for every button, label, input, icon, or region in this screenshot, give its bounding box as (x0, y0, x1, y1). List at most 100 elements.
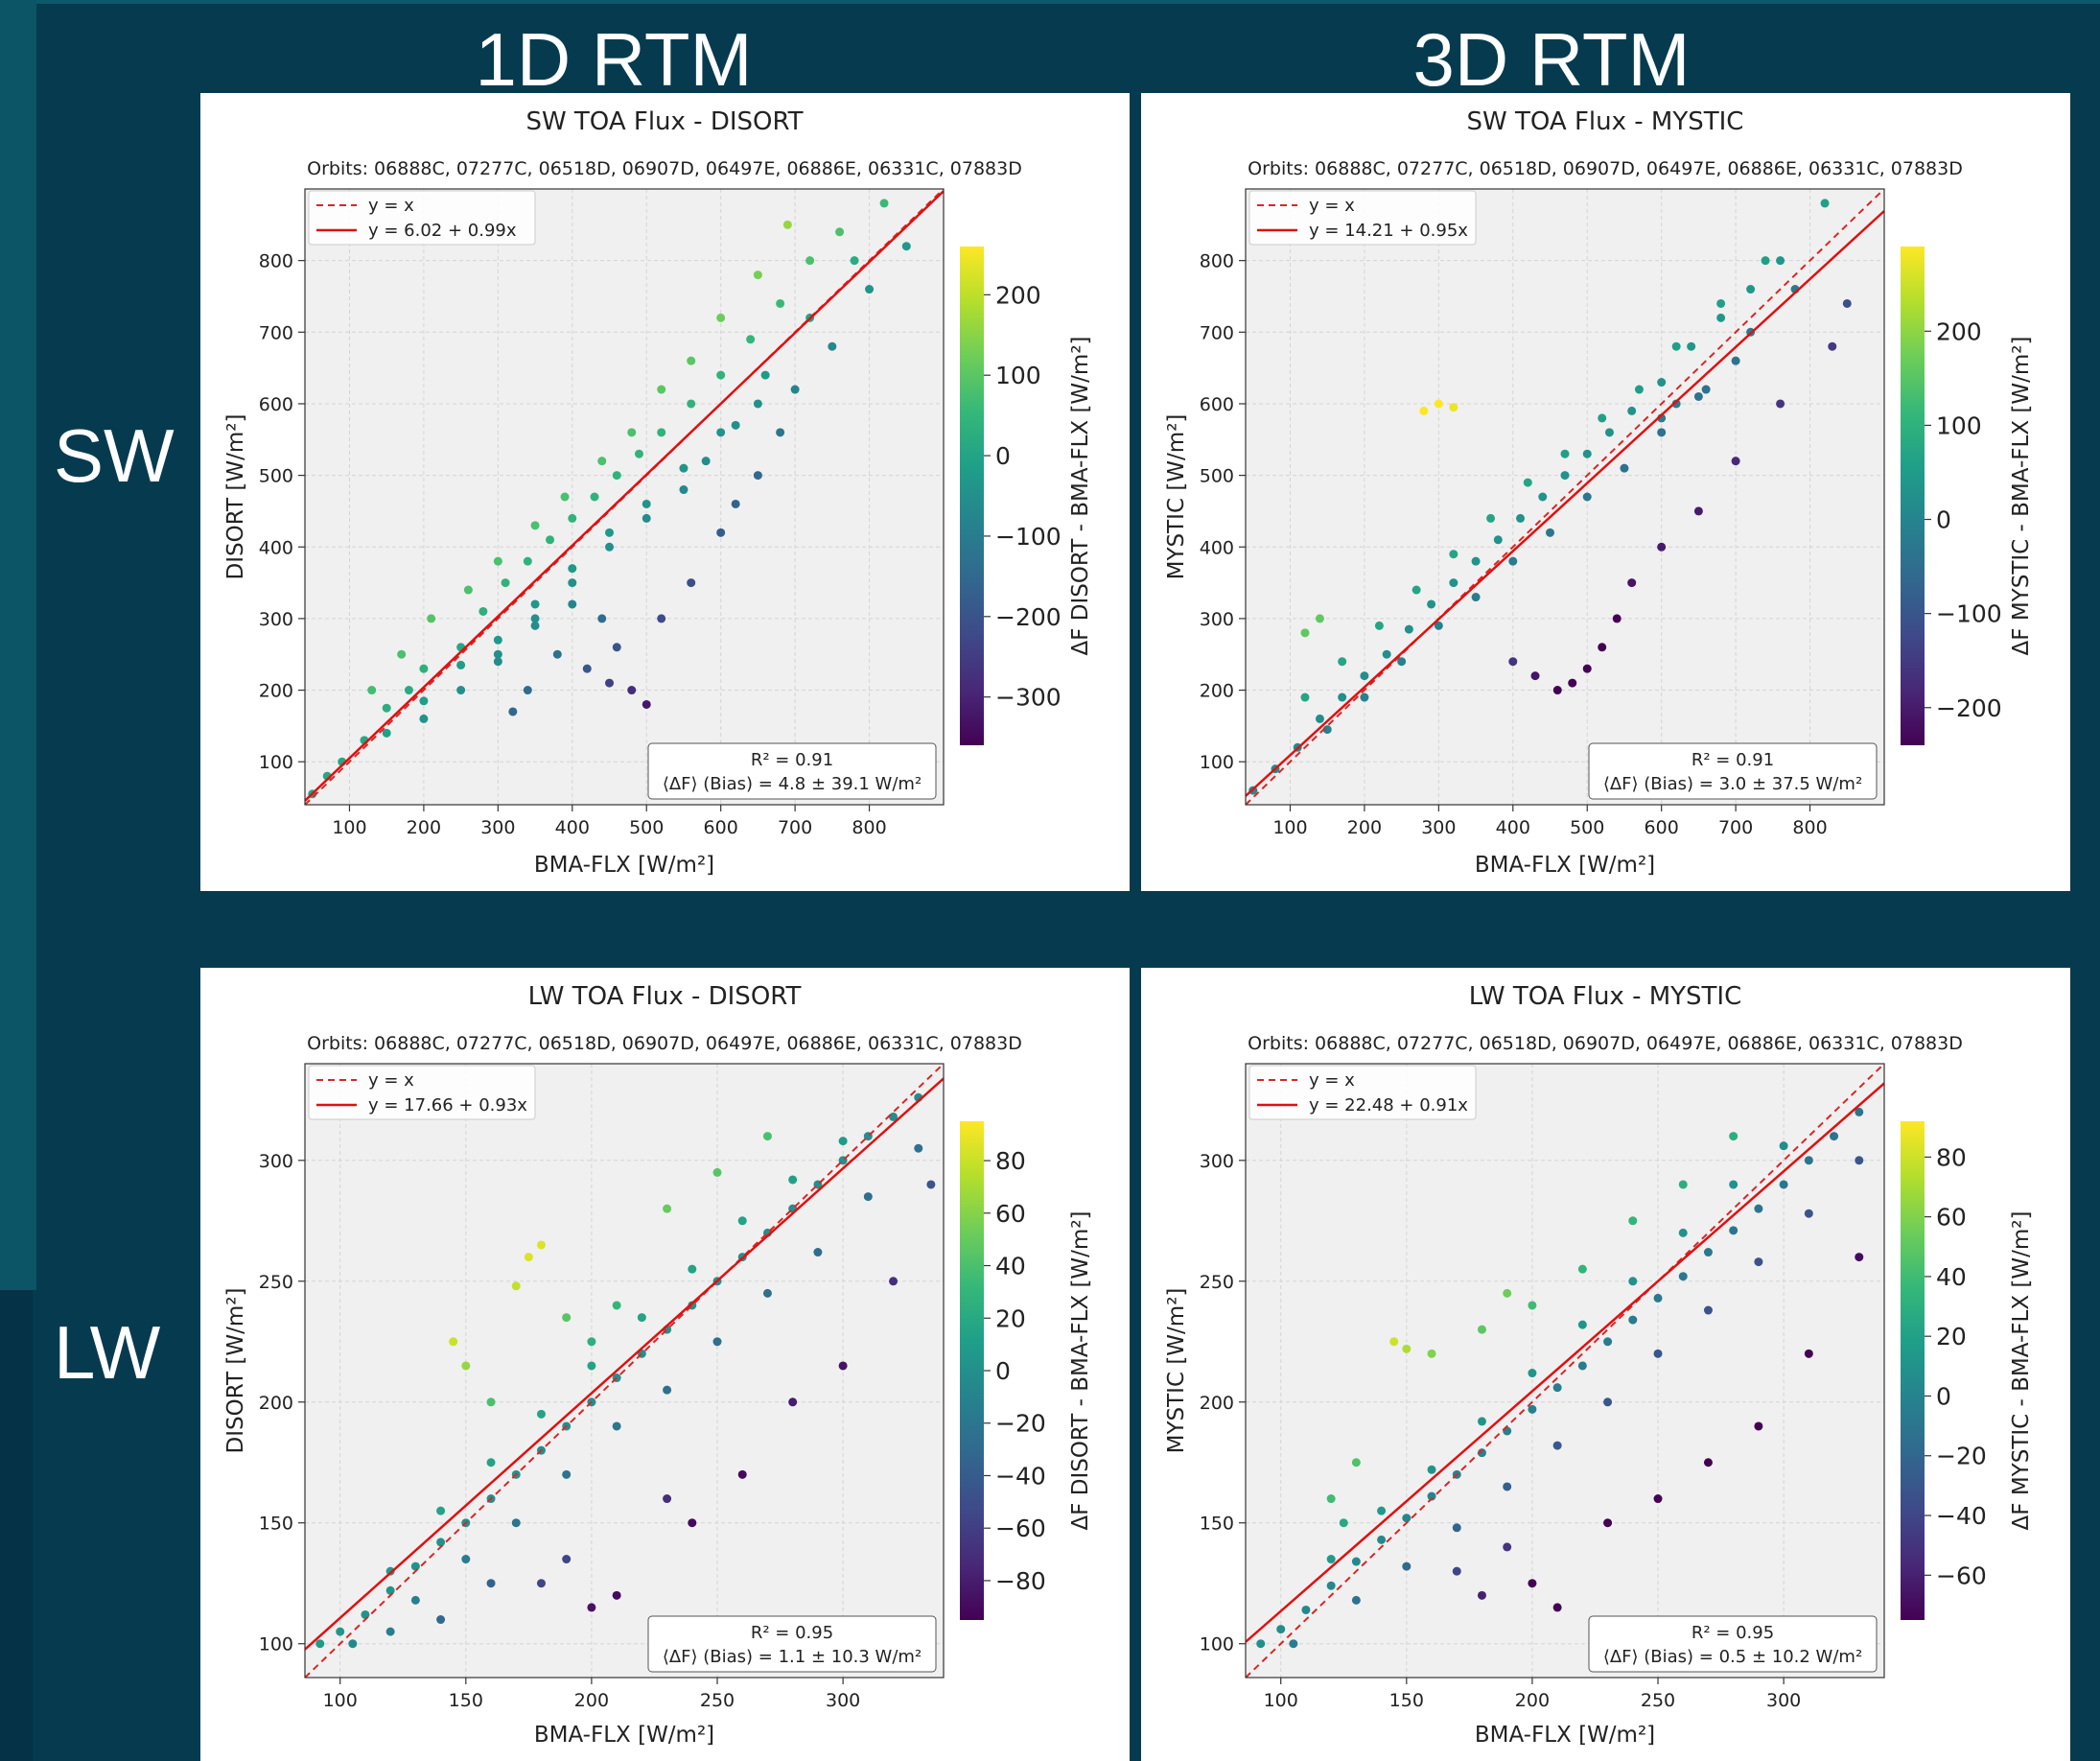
data-point (1477, 1590, 1486, 1600)
x-tick-label: 800 (1792, 817, 1827, 838)
data-point (1477, 1448, 1486, 1458)
data-point (486, 1397, 496, 1407)
data-point (486, 1579, 496, 1588)
data-point (1598, 643, 1607, 652)
colorbar-tick-label: 40 (1936, 1263, 1967, 1291)
data-point (1471, 556, 1481, 566)
data-point (1546, 528, 1555, 537)
data-point (1628, 1216, 1638, 1226)
scatter-points (1248, 199, 1852, 795)
data-point (760, 370, 770, 380)
data-point (436, 1506, 446, 1515)
data-point (1678, 1228, 1688, 1237)
data-point (612, 1301, 621, 1310)
data-point (1315, 714, 1324, 723)
chart-title: SW TOA Flux - MYSTIC (1467, 107, 1744, 136)
x-tick-label: 300 (480, 817, 515, 838)
data-point (427, 614, 436, 623)
x-tick-label: 600 (704, 817, 738, 838)
data-point (385, 1627, 395, 1636)
y-tick-label: 800 (1200, 251, 1234, 272)
colorbar-tick-label: 0 (995, 442, 1011, 470)
data-point (657, 614, 666, 623)
data-point (1528, 1301, 1537, 1310)
data-point (1528, 1579, 1537, 1588)
colorbar-tick-label: 80 (995, 1147, 1026, 1175)
y-tick-label: 300 (259, 609, 293, 630)
data-point (478, 606, 488, 616)
data-point (1471, 593, 1481, 602)
x-tick-label: 200 (1515, 1690, 1550, 1711)
data-point (790, 385, 800, 394)
bias-label: ⟨ΔF⟩ (Bias) = 1.1 ± 10.3 W/m² (663, 1647, 922, 1667)
colorbar-tick-label: 200 (1936, 317, 1982, 345)
stats-box (1588, 1615, 1878, 1673)
data-point (1427, 599, 1436, 609)
legend-fit-label: y = 14.21 + 0.95x (1309, 221, 1468, 241)
data-point (1678, 1272, 1688, 1281)
chart-title: SW TOA Flux - DISORT (525, 107, 803, 136)
data-point (1523, 478, 1532, 487)
y-tick-label: 250 (259, 1272, 293, 1293)
top-edge (0, 0, 2100, 4)
colorbar-tick-label: −20 (995, 1410, 1046, 1438)
data-point (1322, 725, 1332, 735)
data-point (642, 699, 651, 709)
data-point (762, 1132, 772, 1141)
data-point (1754, 1257, 1763, 1267)
data-point (1746, 285, 1756, 294)
chart-sw-disort: SW TOA Flux - DISORT Orbits: 06888C, 0727… (200, 93, 1130, 891)
colorbar-label: ΔF MYSTIC - BMA-FLX [W/m²] (2009, 337, 2034, 656)
data-point (914, 1143, 923, 1153)
x-tick-label: 150 (1389, 1690, 1424, 1711)
colorbar-tick-label: −200 (995, 603, 1062, 631)
data-point (436, 1538, 446, 1547)
data-point (562, 1313, 572, 1323)
chart-sw-mystic-svg: SW TOA Flux - MYSTIC Orbits: 06888C, 0727… (1164, 107, 2034, 878)
chart-lw-disort: LW TOA Flux - DISORT Orbits: 06888C, 0727… (200, 968, 1130, 1761)
data-point (838, 1361, 848, 1371)
y-tick-label: 300 (259, 1151, 293, 1172)
left-edge-lower (0, 1290, 33, 1761)
data-point (1729, 1132, 1738, 1141)
data-point (1842, 298, 1852, 308)
data-point (1855, 1156, 1864, 1165)
data-point (642, 513, 651, 523)
data-point (1339, 1518, 1348, 1528)
data-point (1338, 657, 1347, 667)
legend-box (1248, 1065, 1477, 1120)
data-point (712, 1337, 722, 1347)
fit-line (305, 1077, 944, 1651)
data-point (449, 1337, 458, 1347)
data-point (397, 649, 407, 659)
data-point (663, 1204, 672, 1213)
data-point (1804, 1349, 1813, 1358)
data-point (1377, 1535, 1387, 1544)
data-point (1701, 385, 1711, 394)
data-point (1402, 1344, 1412, 1353)
row-header-sw: SW (54, 413, 175, 498)
data-point (1830, 1132, 1839, 1141)
x-tick-label: 500 (1570, 817, 1604, 838)
chart-subtitle: Orbits: 06888C, 07277C, 06518D, 06907D, … (1248, 158, 1963, 179)
data-point (523, 556, 532, 566)
data-point (850, 256, 859, 266)
y-tick-label: 700 (1200, 322, 1234, 343)
x-tick-label: 150 (449, 1690, 483, 1711)
y-tick-label: 150 (259, 1514, 293, 1535)
data-point (1627, 578, 1637, 588)
data-point (688, 1518, 697, 1528)
y-tick-label: 100 (1200, 1634, 1234, 1655)
data-point (737, 1469, 747, 1479)
data-point (716, 313, 726, 322)
x-axis-label: BMA-FLX [W/m²] (1475, 1723, 1655, 1748)
data-point (582, 664, 592, 673)
data-point (1855, 1253, 1864, 1262)
colorbar-tick-label: 60 (995, 1200, 1026, 1228)
data-point (1729, 1180, 1738, 1189)
data-point (605, 542, 615, 552)
data-point (1612, 614, 1622, 623)
chart-title: LW TOA Flux - DISORT (528, 982, 802, 1011)
x-tick-label: 200 (407, 817, 441, 838)
x-tick-label: 700 (1718, 817, 1753, 838)
